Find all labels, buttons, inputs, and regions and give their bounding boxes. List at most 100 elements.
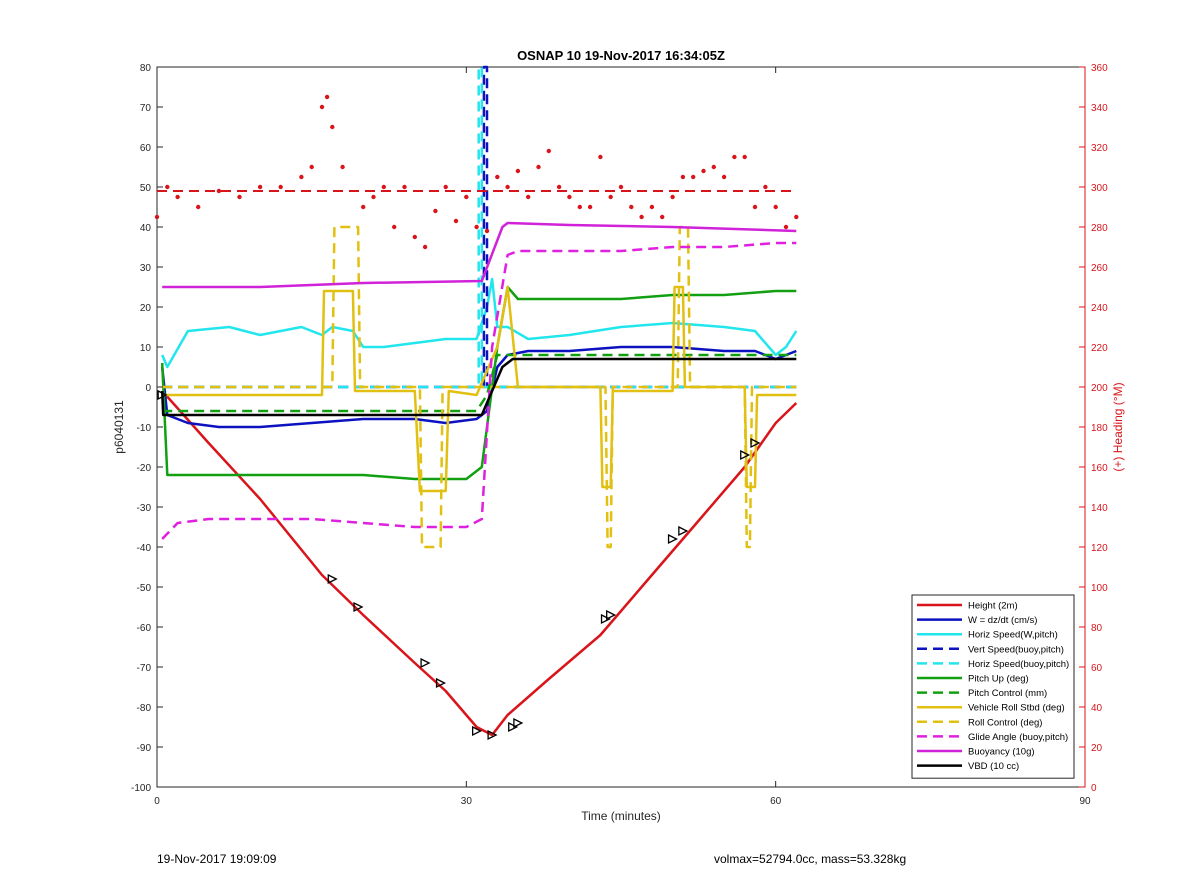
heading-point — [587, 204, 593, 210]
series-vbd-10-cc — [160, 357, 797, 417]
y-tick-label: 60 — [140, 143, 152, 154]
heading-point — [309, 164, 314, 170]
heading-point — [629, 204, 634, 210]
dive-marker — [327, 573, 338, 585]
heading-point — [526, 194, 531, 200]
heading-point — [299, 174, 304, 180]
legend-label: Pitch Up (deg) — [968, 674, 1029, 685]
y-tick-label: 40 — [140, 223, 152, 234]
heading-point — [371, 194, 376, 200]
legend-label: Vert Speed(buoy,pitch) — [968, 644, 1064, 655]
legend-label: Horiz Speed(W,pitch) — [968, 630, 1058, 641]
legend-label: Horiz Speed(buoy,pitch) — [968, 659, 1069, 670]
y2-tick-label: 320 — [1091, 143, 1108, 154]
heading-point — [237, 194, 242, 200]
y2-tick-label: 300 — [1091, 183, 1108, 194]
x-tick-label: 60 — [770, 796, 782, 807]
heading-point — [196, 204, 201, 210]
y-tick-label: -10 — [137, 423, 152, 434]
y2-tick-label: 340 — [1091, 103, 1108, 114]
y2-tick-label: 240 — [1091, 303, 1108, 314]
dive-marker — [678, 525, 689, 537]
dive-marker — [353, 601, 364, 613]
dive-marker — [667, 533, 679, 545]
heading-point — [639, 214, 644, 220]
heading-point — [711, 164, 716, 170]
y2-tick-label: 100 — [1091, 583, 1108, 594]
y2-tick-label: 220 — [1091, 343, 1108, 354]
heading-point — [546, 148, 551, 154]
chart-title: OSNAP 10 19-Nov-2017 16:34:05Z — [517, 48, 725, 63]
dive-marker — [600, 613, 611, 625]
series-layer — [157, 65, 798, 737]
heading-point — [577, 204, 582, 210]
dive-marker — [508, 721, 519, 733]
heading-point — [680, 174, 686, 180]
y2-tick-label: 200 — [1091, 383, 1108, 394]
y2-tick-label: 80 — [1091, 623, 1103, 634]
heading-point — [598, 154, 603, 160]
y-tick-label: -80 — [137, 703, 152, 714]
y-tick-label: 80 — [140, 63, 152, 74]
y2-tick-label: 180 — [1091, 423, 1108, 434]
y-tick-label: -50 — [137, 583, 152, 594]
heading-point — [278, 184, 283, 190]
legend-box — [911, 594, 1075, 779]
y2-tick-label: 0 — [1091, 783, 1097, 794]
y2-tick-label: 360 — [1091, 63, 1108, 74]
heading-point — [443, 184, 448, 190]
legend-label: Buoyancy (10g) — [968, 747, 1035, 758]
legend-label: Vehicle Roll Stbd (deg) — [968, 703, 1065, 714]
footer-timestamp: 19-Nov-2017 19:09:09 — [157, 852, 277, 866]
y2-tick-label: 60 — [1091, 663, 1103, 674]
heading-point — [340, 164, 345, 170]
heading-point — [154, 214, 160, 220]
heading-point — [361, 204, 366, 210]
y2-tick-label: 160 — [1091, 463, 1108, 474]
heading-point — [608, 194, 613, 200]
markers-layer — [157, 389, 761, 741]
heading-point — [402, 184, 407, 190]
legend-label: VBD (10 cc) — [968, 761, 1019, 772]
y-tick-label: 20 — [140, 303, 152, 314]
heading-point — [495, 174, 500, 180]
heading-point — [464, 194, 469, 200]
y-tick-label: 70 — [140, 103, 152, 114]
heading-point — [618, 184, 624, 190]
y-tick-label: -70 — [137, 663, 152, 674]
heading-point — [392, 224, 397, 230]
heading-point — [670, 194, 675, 200]
heading-point — [175, 194, 180, 200]
heading-point — [773, 204, 778, 210]
dive-marker — [157, 389, 168, 401]
heading-point — [567, 194, 572, 200]
series-pitch-control-mm — [162, 353, 797, 413]
heading-point — [381, 184, 386, 190]
heading-point — [701, 168, 706, 174]
y-tick-label: -30 — [137, 503, 152, 514]
heading-point — [484, 228, 490, 234]
legend-label: Glide Angle (buoy,pitch) — [968, 732, 1068, 743]
dive-marker — [740, 449, 751, 461]
series-w-dz-dt-cm-s — [160, 345, 797, 429]
dive-marker — [420, 657, 431, 669]
y-tick-label: 50 — [140, 183, 152, 194]
y2-tick-label: 280 — [1091, 223, 1108, 234]
y2-axis-label: (+) Heading (°M) — [1111, 382, 1125, 471]
heading-point — [763, 184, 768, 190]
y-tick-label: 10 — [140, 343, 152, 354]
heading-point — [783, 224, 789, 230]
heading-point — [536, 164, 541, 170]
heading-point — [732, 154, 737, 160]
series-horiz-speed-w-pitch — [161, 277, 798, 369]
heading-point — [691, 174, 696, 180]
heading-point — [505, 184, 510, 190]
x-axis-label: Time (minutes) — [581, 809, 661, 823]
y2-tick-label: 140 — [1091, 503, 1108, 514]
dive-marker — [487, 729, 498, 741]
series-buoyancy-10g — [162, 221, 797, 289]
legend-label: W = dz/dt (cm/s) — [968, 615, 1037, 626]
heading-point — [794, 214, 799, 220]
y-tick-label: -20 — [137, 463, 152, 474]
